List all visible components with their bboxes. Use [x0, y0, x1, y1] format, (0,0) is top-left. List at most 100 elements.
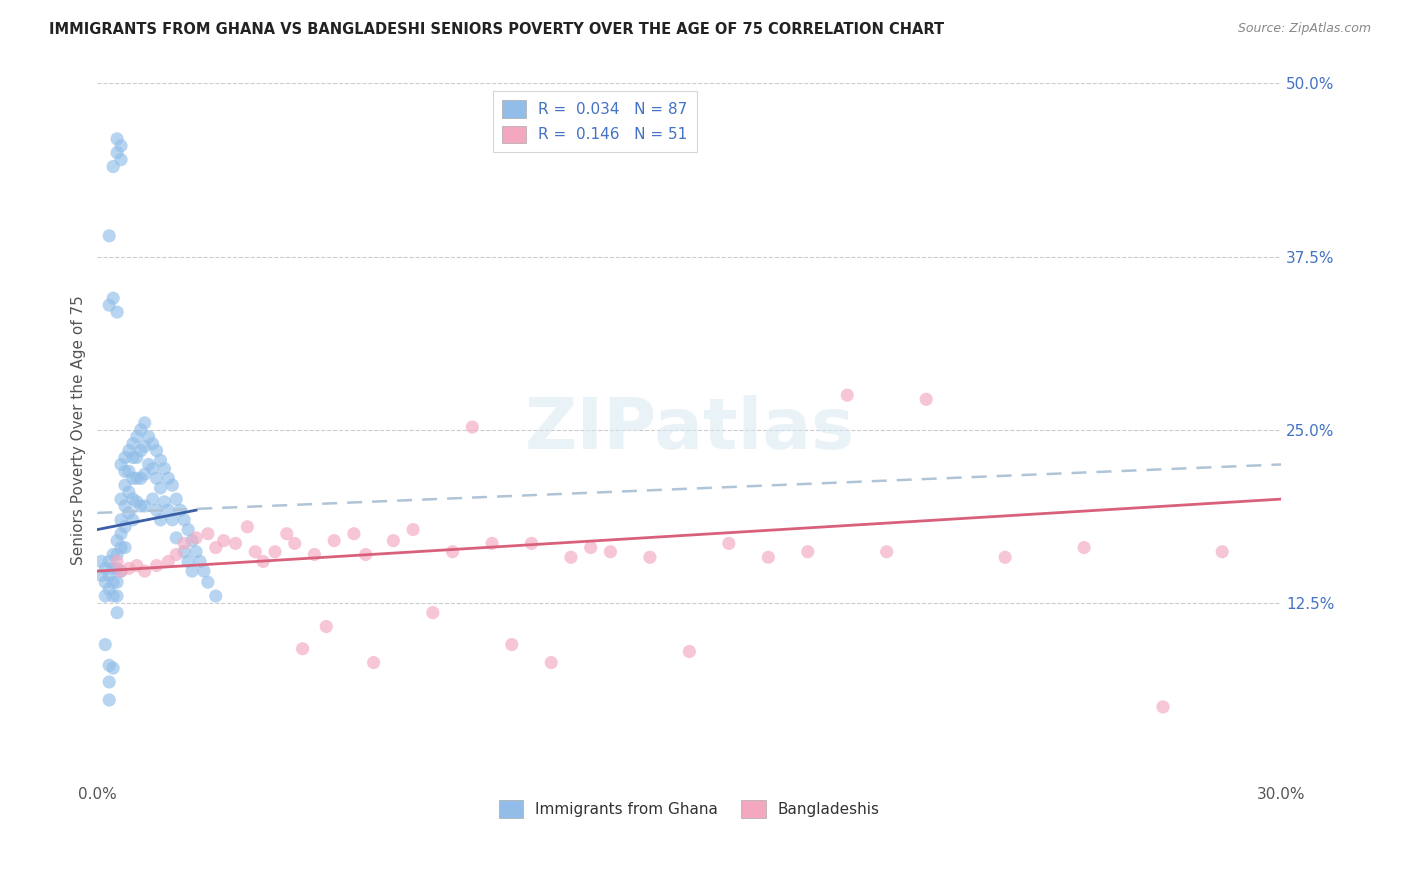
Point: [118, 506, 141, 520]
Point: [125, 450, 148, 465]
Point: [354, 548, 377, 562]
Point: [212, 533, 235, 548]
Point: [90, 554, 112, 568]
Point: [125, 558, 148, 573]
Point: [122, 436, 145, 450]
Point: [110, 492, 132, 507]
Point: [94, 561, 117, 575]
Point: [98, 298, 121, 312]
Point: [177, 554, 200, 568]
Point: [915, 392, 938, 407]
Point: [363, 656, 385, 670]
Point: [101, 561, 124, 575]
Point: [422, 606, 444, 620]
Point: [114, 464, 136, 478]
Point: [173, 536, 195, 550]
Point: [181, 564, 204, 578]
Point: [193, 564, 215, 578]
Point: [181, 533, 204, 548]
Point: [145, 471, 167, 485]
Point: [122, 450, 145, 465]
Point: [110, 513, 132, 527]
Point: [323, 533, 346, 548]
Point: [204, 589, 226, 603]
Point: [188, 554, 211, 568]
Point: [101, 160, 124, 174]
Point: [1211, 545, 1233, 559]
Point: [101, 548, 124, 562]
Text: ZIPatlas: ZIPatlas: [524, 395, 855, 465]
Text: IMMIGRANTS FROM GHANA VS BANGLADESHI SENIORS POVERTY OVER THE AGE OF 75 CORRELAT: IMMIGRANTS FROM GHANA VS BANGLADESHI SEN…: [49, 22, 945, 37]
Point: [797, 545, 820, 559]
Point: [165, 531, 187, 545]
Point: [114, 541, 136, 555]
Point: [382, 533, 405, 548]
Point: [138, 430, 160, 444]
Point: [98, 568, 121, 582]
Point: [145, 558, 167, 573]
Point: [157, 471, 180, 485]
Point: [114, 520, 136, 534]
Point: [315, 619, 337, 633]
Point: [481, 536, 503, 550]
Point: [110, 458, 132, 472]
Point: [134, 416, 156, 430]
Point: [118, 485, 141, 500]
Point: [245, 545, 267, 559]
Point: [304, 548, 326, 562]
Legend: Immigrants from Ghana, Bangladeshis: Immigrants from Ghana, Bangladeshis: [492, 794, 886, 824]
Point: [284, 536, 307, 550]
Point: [162, 478, 184, 492]
Point: [153, 495, 176, 509]
Point: [756, 550, 779, 565]
Point: [110, 526, 132, 541]
Point: [1073, 541, 1095, 555]
Point: [134, 564, 156, 578]
Point: [264, 545, 287, 559]
Point: [134, 439, 156, 453]
Point: [197, 575, 219, 590]
Point: [98, 582, 121, 596]
Point: [98, 693, 121, 707]
Point: [101, 661, 124, 675]
Point: [142, 436, 165, 450]
Point: [291, 641, 314, 656]
Point: [994, 550, 1017, 565]
Point: [252, 554, 274, 568]
Point: [134, 499, 156, 513]
Point: [118, 443, 141, 458]
Point: [461, 420, 484, 434]
Point: [173, 545, 195, 559]
Point: [599, 545, 621, 559]
Point: [110, 138, 132, 153]
Point: [165, 492, 187, 507]
Point: [90, 568, 112, 582]
Point: [678, 644, 700, 658]
Point: [638, 550, 661, 565]
Point: [129, 423, 152, 437]
Point: [157, 554, 180, 568]
Point: [837, 388, 859, 402]
Point: [540, 656, 562, 670]
Point: [94, 638, 117, 652]
Point: [717, 536, 740, 550]
Point: [101, 575, 124, 590]
Point: [129, 499, 152, 513]
Point: [94, 575, 117, 590]
Point: [177, 523, 200, 537]
Point: [118, 561, 141, 575]
Point: [122, 471, 145, 485]
Point: [560, 550, 582, 565]
Point: [125, 471, 148, 485]
Point: [579, 541, 602, 555]
Point: [105, 533, 128, 548]
Point: [129, 471, 152, 485]
Point: [145, 503, 167, 517]
Y-axis label: Seniors Poverty Over the Age of 75: Seniors Poverty Over the Age of 75: [72, 295, 86, 565]
Point: [105, 548, 128, 562]
Point: [122, 492, 145, 507]
Point: [105, 589, 128, 603]
Point: [149, 453, 172, 467]
Point: [145, 443, 167, 458]
Point: [441, 545, 464, 559]
